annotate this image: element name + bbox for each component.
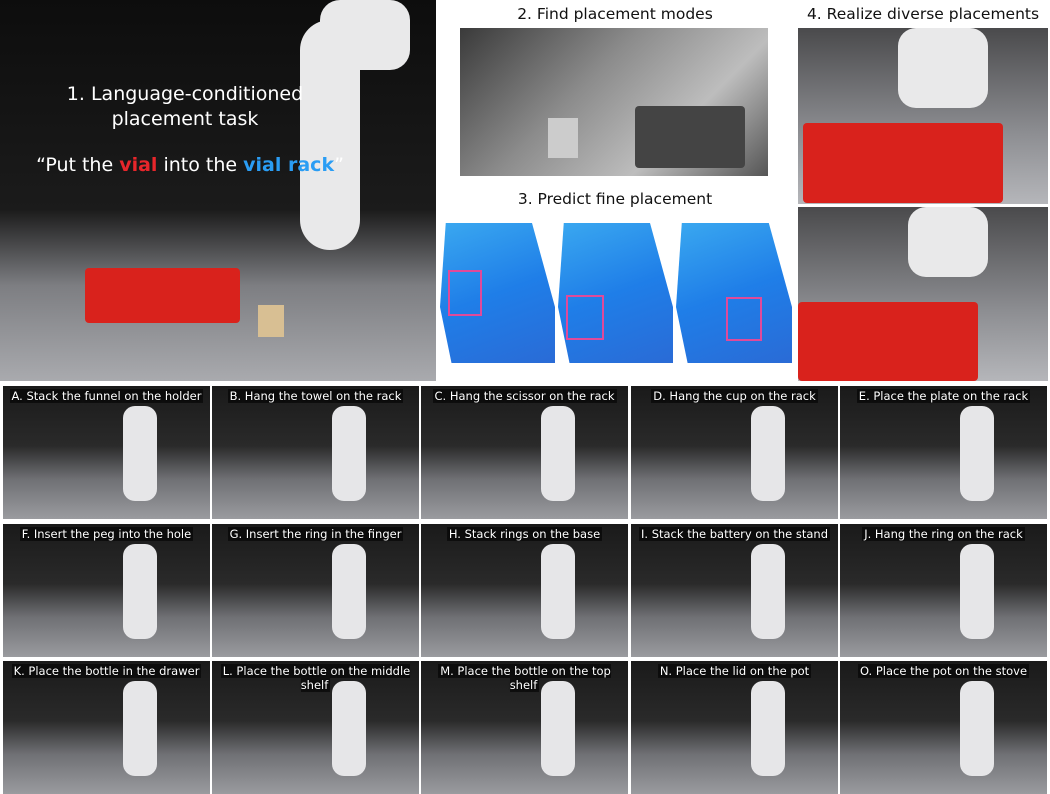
task-tile: A. Stack the funnel on the holder bbox=[3, 386, 210, 519]
task-tile: N. Place the lid on the pot bbox=[631, 661, 838, 794]
task-label: I. Stack the battery on the stand bbox=[631, 527, 838, 541]
task-label-text: L. Place the bottle on the middle shelf bbox=[220, 664, 411, 692]
task-label-text: K. Place the bottle in the drawer bbox=[11, 664, 202, 678]
task-label: O. Place the pot on the stove bbox=[840, 664, 1047, 678]
target-word: vial rack bbox=[243, 154, 335, 176]
robot-arm bbox=[332, 406, 366, 501]
robot-arm bbox=[751, 681, 785, 776]
task-label-text: E. Place the plate on the rack bbox=[856, 389, 1031, 403]
panel1-title: 1. Language-conditioned placement task bbox=[40, 82, 330, 132]
task-label: E. Place the plate on the rack bbox=[840, 389, 1047, 403]
panel3-heading: 3. Predict fine placement bbox=[517, 190, 713, 208]
title-line-2: placement task bbox=[111, 108, 259, 130]
placement-photo-2 bbox=[798, 207, 1048, 381]
title-line-1: 1. Language-conditioned bbox=[66, 83, 304, 105]
robot-arm bbox=[123, 681, 157, 776]
quote-text: “Put the bbox=[36, 154, 120, 176]
robot-arm bbox=[541, 544, 575, 639]
robot-arm bbox=[960, 406, 994, 501]
task-tile: D. Hang the cup on the rack bbox=[631, 386, 838, 519]
task-label: D. Hang the cup on the rack bbox=[631, 389, 838, 403]
placement-modes-image bbox=[460, 28, 768, 176]
robot-arm bbox=[960, 681, 994, 776]
depth-map-3 bbox=[676, 223, 792, 363]
block-gray bbox=[548, 118, 578, 158]
panel4-heading: 4. Realize diverse placements bbox=[806, 5, 1040, 23]
task-label-text: I. Stack the battery on the stand bbox=[639, 527, 830, 541]
task-label-text: A. Stack the funnel on the holder bbox=[9, 389, 204, 403]
robot-arm bbox=[123, 544, 157, 639]
robot-arm bbox=[123, 406, 157, 501]
task-label: F. Insert the peg into the hole bbox=[3, 527, 210, 541]
task-label: L. Place the bottle on the middle shelf bbox=[212, 664, 419, 692]
placement-box-1 bbox=[448, 270, 482, 316]
task-label: H. Stack rings on the base bbox=[421, 527, 628, 541]
robot-arm bbox=[541, 681, 575, 776]
placement-box-3 bbox=[726, 297, 762, 341]
vial-rack bbox=[798, 302, 978, 381]
task-tile: E. Place the plate on the rack bbox=[840, 386, 1047, 519]
task-label: G. Insert the ring in the finger bbox=[212, 527, 419, 541]
task-tile: F. Insert the peg into the hole bbox=[3, 524, 210, 657]
placement-photo-1 bbox=[798, 28, 1048, 204]
robot-gripper bbox=[908, 207, 988, 277]
task-tile: M. Place the bottle on the top shelf bbox=[421, 661, 628, 794]
task-label-text: G. Insert the ring in the finger bbox=[227, 527, 404, 541]
rack-gray bbox=[635, 106, 745, 168]
quote-text: ” bbox=[334, 154, 344, 176]
quote-text: into the bbox=[157, 154, 244, 176]
robot-arm bbox=[960, 544, 994, 639]
task-label-text: O. Place the pot on the stove bbox=[857, 664, 1030, 678]
task-label-text: F. Insert the peg into the hole bbox=[19, 527, 194, 541]
task-instruction: “Put the vial into the vial rack” bbox=[30, 154, 350, 176]
task-label: N. Place the lid on the pot bbox=[631, 664, 838, 678]
robot-arm bbox=[541, 406, 575, 501]
task-label: M. Place the bottle on the top shelf bbox=[421, 664, 628, 692]
prediction-images bbox=[440, 215, 792, 372]
depth-map-2 bbox=[558, 223, 673, 363]
task-tile: J. Hang the ring on the rack bbox=[840, 524, 1047, 657]
robot-arm bbox=[332, 681, 366, 776]
task-tile: C. Hang the scissor on the rack bbox=[421, 386, 628, 519]
task-tile: K. Place the bottle in the drawer bbox=[3, 661, 210, 794]
task-tile: O. Place the pot on the stove bbox=[840, 661, 1047, 794]
vial-rack bbox=[803, 123, 1003, 203]
robot-arm bbox=[751, 544, 785, 639]
depth-map-1 bbox=[440, 223, 555, 363]
task-tile: H. Stack rings on the base bbox=[421, 524, 628, 657]
panel2-heading: 2. Find placement modes bbox=[517, 5, 713, 23]
vial-rack bbox=[85, 268, 240, 323]
task-label: K. Place the bottle in the drawer bbox=[3, 664, 210, 678]
task-label: A. Stack the funnel on the holder bbox=[3, 389, 210, 403]
task-label: J. Hang the ring on the rack bbox=[840, 527, 1047, 541]
task-tile: L. Place the bottle on the middle shelf bbox=[212, 661, 419, 794]
robot-gripper bbox=[898, 28, 988, 108]
task-label-text: J. Hang the ring on the rack bbox=[862, 527, 1025, 541]
object-word: vial bbox=[119, 154, 158, 176]
task-label-text: D. Hang the cup on the rack bbox=[651, 389, 818, 403]
task-tile: G. Insert the ring in the finger bbox=[212, 524, 419, 657]
task-tile: I. Stack the battery on the stand bbox=[631, 524, 838, 657]
task-label: C. Hang the scissor on the rack bbox=[421, 389, 628, 403]
task-label-text: N. Place the lid on the pot bbox=[657, 664, 812, 678]
robot-gripper bbox=[320, 0, 410, 70]
task-tile: B. Hang the towel on the rack bbox=[212, 386, 419, 519]
wooden-block bbox=[258, 305, 284, 337]
task-label-text: M. Place the bottle on the top shelf bbox=[438, 664, 611, 692]
task-label-text: B. Hang the towel on the rack bbox=[227, 389, 404, 403]
robot-arm bbox=[751, 406, 785, 501]
placement-box-2 bbox=[566, 295, 604, 340]
task-label-text: H. Stack rings on the base bbox=[446, 527, 603, 541]
robot-arm bbox=[332, 544, 366, 639]
task-label: B. Hang the towel on the rack bbox=[212, 389, 419, 403]
task-label-text: C. Hang the scissor on the rack bbox=[432, 389, 617, 403]
task-photo bbox=[0, 0, 436, 381]
